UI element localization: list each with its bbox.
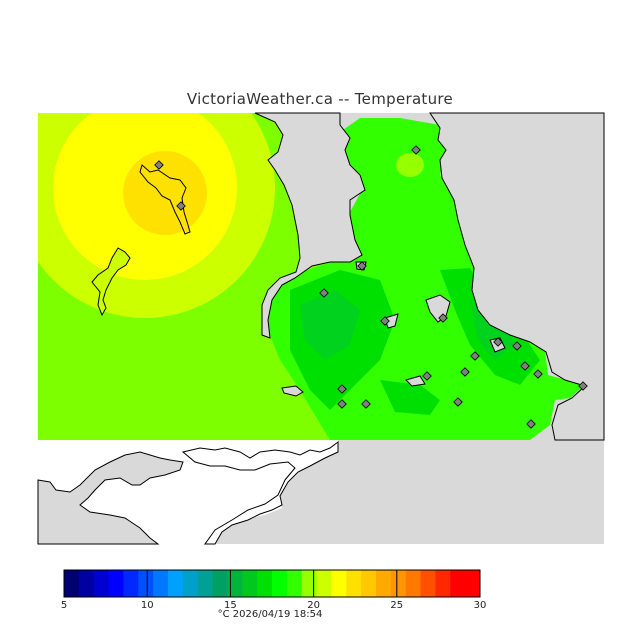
station-marker — [512, 341, 522, 351]
legend-swatch — [390, 570, 407, 597]
legend-tick-label: 30 — [474, 600, 487, 611]
station-marker — [526, 419, 536, 429]
legend-tick-label: 20 — [307, 600, 320, 611]
legend-swatch — [272, 570, 288, 597]
station-marker — [520, 361, 530, 371]
legend-swatch — [212, 570, 228, 597]
legend-swatch — [153, 570, 169, 597]
legend-swatch — [78, 570, 95, 597]
legend-swatch — [316, 570, 332, 597]
legend-swatch — [420, 570, 436, 597]
legend-swatch — [108, 570, 124, 597]
legend-swatch — [346, 570, 362, 597]
station-marker — [470, 351, 480, 361]
legend-swatch — [93, 570, 110, 597]
legend-swatch — [450, 570, 466, 597]
station-marker — [460, 367, 470, 377]
station-marker — [422, 371, 432, 381]
legend-swatch — [331, 570, 347, 597]
station-marker — [438, 313, 448, 323]
legend-swatch — [465, 570, 481, 597]
legend-swatch — [301, 570, 318, 597]
legend-swatch — [405, 570, 422, 597]
station-marker — [154, 160, 164, 170]
legend-ticks: 5 10 15 20 25 30 — [61, 570, 487, 611]
legend-swatch — [123, 570, 139, 597]
legend-tick-label: 5 — [61, 600, 67, 611]
temperature-field — [38, 113, 585, 440]
station-marker — [578, 381, 588, 391]
legend-tick-label: 10 — [141, 600, 154, 611]
south-coast — [37, 441, 339, 545]
legend-swatches — [63, 569, 481, 598]
station-marker — [533, 369, 543, 379]
legend-swatch — [197, 570, 214, 597]
weather-stations — [154, 145, 588, 429]
station-marker — [337, 399, 347, 409]
legend-swatch — [242, 570, 258, 597]
map-title: VictoriaWeather.ca -- Temperature — [186, 90, 454, 108]
station-marker — [380, 316, 390, 326]
legend-swatch — [64, 570, 80, 597]
legend-tick-label: 25 — [390, 600, 403, 611]
west-islands — [139, 164, 191, 235]
legend-swatch — [376, 570, 392, 597]
station-marker — [361, 399, 371, 409]
legend-tick-label: 15 — [224, 600, 237, 611]
legend-swatch — [182, 570, 199, 597]
legend-swatch — [286, 570, 303, 597]
station-marker — [411, 145, 421, 155]
legend-swatch — [361, 570, 377, 597]
legend-swatch — [227, 570, 243, 597]
station-marker — [176, 201, 186, 211]
station-marker — [337, 384, 347, 394]
legend-swatch — [138, 570, 154, 597]
legend-swatch — [257, 570, 273, 597]
station-marker — [357, 261, 367, 271]
station-marker — [493, 337, 503, 347]
station-marker — [453, 397, 463, 407]
mainland — [254, 112, 605, 441]
legend-swatch — [435, 570, 451, 597]
legend-swatch — [168, 570, 184, 597]
legend-units-timestamp: °C 2026/04/19 18:54 — [217, 609, 323, 620]
station-marker — [319, 288, 329, 298]
